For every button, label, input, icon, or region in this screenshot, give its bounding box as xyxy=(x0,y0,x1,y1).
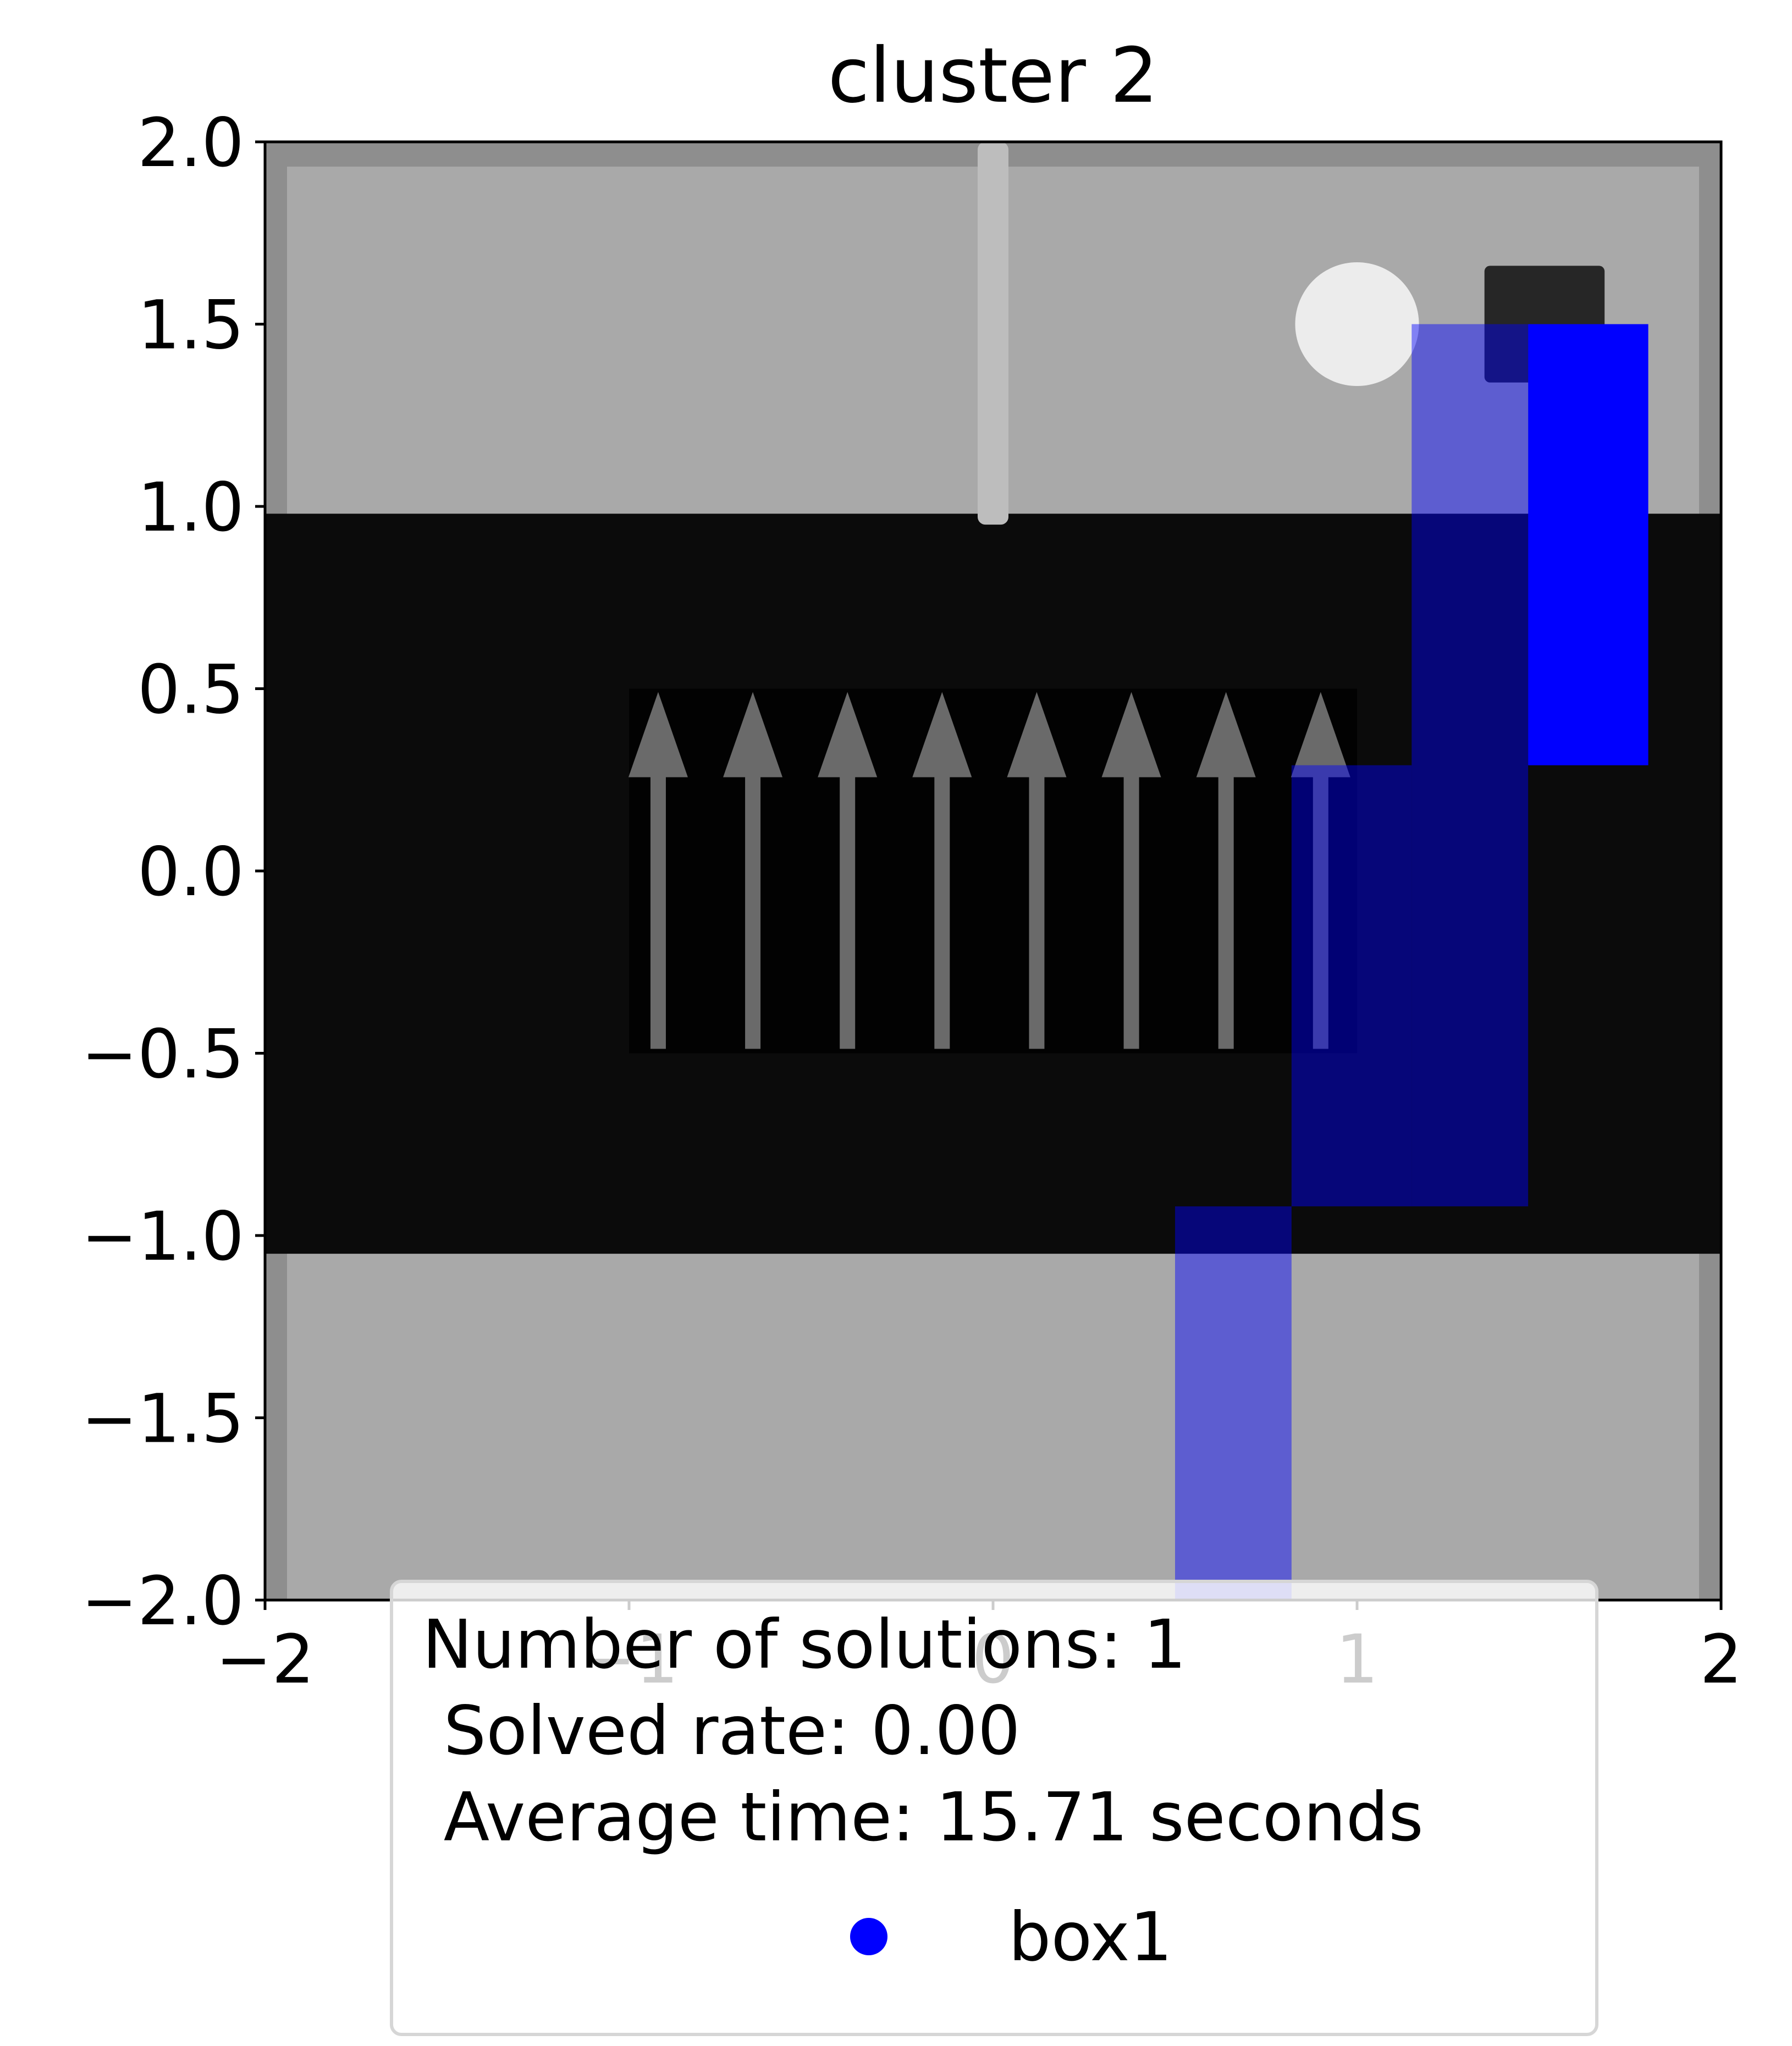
conveyor-arrow-shaft xyxy=(745,774,761,1049)
conveyor-arrow-shaft xyxy=(840,774,856,1049)
conveyor-arrow-head xyxy=(1291,692,1350,777)
path-cell-box1 xyxy=(1175,1206,1292,1600)
conveyor-arrow-head xyxy=(1196,692,1256,777)
conveyor-arrow-shaft xyxy=(1123,774,1139,1049)
conveyor-arrow-shaft xyxy=(650,774,666,1049)
path-cell-box1 xyxy=(1411,324,1529,1206)
conveyor-arrow-shaft xyxy=(1218,774,1234,1049)
conveyor-arrow-head xyxy=(1101,692,1161,777)
legend-line-solved-rate: Solved rate: 0.00 xyxy=(422,1692,1021,1770)
background-scene xyxy=(265,142,1721,1600)
conveyor-arrow-head xyxy=(912,692,972,777)
y-tick-label: −0.5 xyxy=(81,1016,244,1094)
y-tick-label: 0.5 xyxy=(137,651,244,729)
legend-label-box1: box1 xyxy=(1008,1898,1172,1976)
legend-line-solutions: Number of solutions: 1 xyxy=(422,1606,1186,1684)
conveyor-arrow-head xyxy=(818,692,878,777)
y-tick-label: 1.5 xyxy=(137,286,244,365)
scene-pole xyxy=(978,142,1008,525)
conveyor-arrow-head xyxy=(628,692,688,777)
y-tick-label: 2.0 xyxy=(137,104,244,182)
conveyor-arrow-shaft xyxy=(1313,774,1328,1049)
scene-sphere xyxy=(1295,262,1419,387)
conveyor-arrow-shaft xyxy=(1029,774,1045,1049)
legend-marker-box1 xyxy=(850,1918,887,1955)
legend-line-average-time: Average time: 15.71 seconds xyxy=(422,1778,1424,1856)
y-axis: 2.0 1.5 1.0 0.5 0.0 −0.5 −1.0 −1.5 −2.0 xyxy=(81,104,265,1640)
conveyor-arrow-shaft xyxy=(934,774,950,1049)
path-cell-box1 xyxy=(1291,765,1412,1206)
y-tick-label: −1.5 xyxy=(81,1380,244,1458)
chart-title: cluster 2 xyxy=(828,31,1159,120)
x-tick-label: −2 xyxy=(216,1620,315,1698)
conveyor-arrow-head xyxy=(1007,692,1067,777)
conveyor-arrow-head xyxy=(723,692,783,777)
x-tick-label: 2 xyxy=(1700,1620,1743,1698)
path-cells xyxy=(1175,324,1648,1600)
y-tick-label: 0.0 xyxy=(137,833,244,911)
y-tick-label: −1.0 xyxy=(81,1198,244,1276)
y-tick-label: 1.0 xyxy=(137,468,244,547)
path-cell-box1 xyxy=(1528,324,1648,765)
legend: Number of solutions: 1 Solved rate: 0.00… xyxy=(390,1580,1598,2036)
legend-box xyxy=(390,1580,1598,2036)
y-tick-label: −2.0 xyxy=(81,1562,244,1640)
